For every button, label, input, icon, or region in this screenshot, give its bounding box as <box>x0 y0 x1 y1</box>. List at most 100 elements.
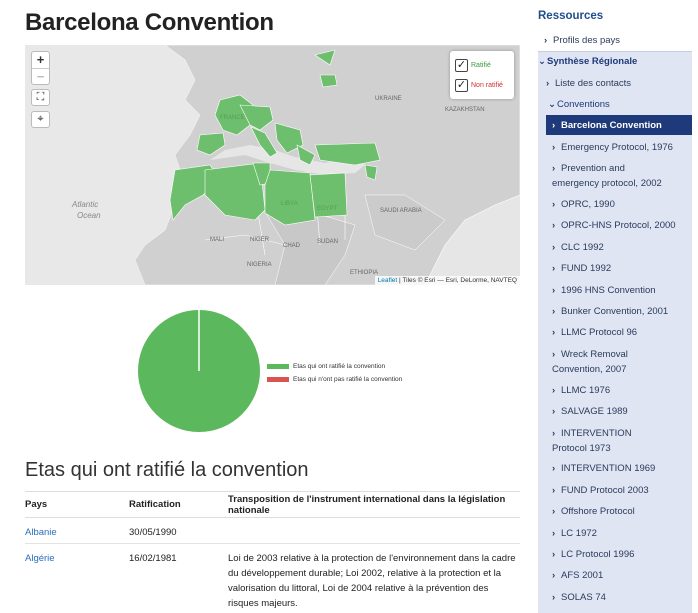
country-link[interactable]: Albanie <box>25 527 57 538</box>
sidebar-item-bunker-convention-2001[interactable]: › Bunker Convention, 2001 <box>552 304 692 319</box>
sidebar-item-fund-protocol-2003[interactable]: › FUND Protocol 2003 <box>552 483 692 498</box>
sidebar-item-liste-des-contacts[interactable]: › Liste des contacts <box>546 76 686 91</box>
fullscreen-button[interactable]: ⛶ <box>31 89 50 106</box>
zoom-in-button[interactable]: + <box>36 52 45 67</box>
sidebar-item-prevention-and-emergency-protocol-2002[interactable]: › Prevention and emergency protocol, 2002 <box>552 161 672 191</box>
sidebar-item-label: LLMC Protocol 96 <box>561 327 638 338</box>
map-label-saudi: SAUDI ARABIA <box>380 208 422 214</box>
chevron-right-icon: › <box>552 528 556 539</box>
sidebar-item-llmc-protocol-96[interactable]: › LLMC Protocol 96 <box>552 325 692 340</box>
sidebar-item-barcelona-convention[interactable]: › Barcelona Convention <box>552 118 692 133</box>
chevron-right-icon: › <box>546 78 550 89</box>
chevron-down-icon: ⌄ <box>538 56 546 67</box>
legend-ratified-label: Ratifié <box>471 61 491 69</box>
ratification-date: 16/02/1981 <box>129 543 228 613</box>
ratified-countries[interactable] <box>169 49 381 226</box>
table-row: Albanie 30/05/1990 <box>25 517 520 544</box>
chevron-right-icon: › <box>552 570 556 581</box>
map[interactable]: Atlantic Ocean KAZAKHSTAN SAUDI ARABIA M… <box>25 45 520 285</box>
map-label-sudan: SUDAN <box>317 239 338 245</box>
chevron-right-icon: › <box>552 285 556 296</box>
pie-legend-label-ratified: Etas qui ont ratifié la convention <box>293 362 386 370</box>
pie-legend-swatch-ratified <box>267 363 289 369</box>
zoom-out-button[interactable]: − <box>32 68 49 84</box>
sidebar-item-conventions[interactable]: ⌄Conventions <box>548 97 688 112</box>
legend-item-not-ratified[interactable]: ✓ Non ratifié <box>455 75 509 95</box>
sidebar-item-intervention-protocol-1973[interactable]: › INTERVENTION Protocol 1973 <box>552 426 662 456</box>
chevron-right-icon: › <box>552 485 556 496</box>
sidebar-item-label: Profils des pays <box>553 35 621 46</box>
chevron-right-icon: › <box>552 327 556 338</box>
map-label-france: FRANCE <box>220 115 245 121</box>
sidebar-item-label: Barcelona Convention <box>561 120 662 131</box>
sidebar-item-salvage-1989[interactable]: › SALVAGE 1989 <box>552 404 692 419</box>
sidebar-item-oprc-hns-protocol-2000[interactable]: › OPRC-HNS Protocol, 2000 <box>552 218 692 233</box>
sidebar-divider <box>538 51 692 52</box>
map-label-kazakhstan: KAZAKHSTAN <box>445 107 485 113</box>
chevron-right-icon: › <box>552 263 556 274</box>
sidebar-item-label: Emergency Protocol, 1976 <box>561 142 673 153</box>
table-row: Algérie 16/02/1981 Loi de 2003 relative … <box>25 543 520 613</box>
sidebar-item-solas-74[interactable]: › SOLAS 74 <box>552 590 692 605</box>
legend-not-ratified-label: Non ratifié <box>471 81 503 89</box>
sidebar-item-label: SALVAGE 1989 <box>561 406 628 417</box>
sidebar-item-1996-hns-convention[interactable]: › 1996 HNS Convention <box>552 283 692 298</box>
transposition-text: Loi de 2003 relative à la protection de … <box>228 543 520 613</box>
chevron-down-icon: ⌄ <box>548 99 556 110</box>
map-label-ocean2: Ocean <box>77 211 101 220</box>
chevron-right-icon: › <box>552 349 556 360</box>
locate-button[interactable]: ⌖ <box>31 111 50 128</box>
sidebar-item-clc-1992[interactable]: › CLC 1992 <box>552 240 692 255</box>
legend-item-ratified[interactable]: ✓ Ratifié <box>455 55 509 75</box>
sidebar-item-synth-se-r-gionale[interactable]: ⌄Synthèse Régionale <box>538 54 678 69</box>
pie-legend: Etas qui ont ratifié la convention Etas … <box>267 360 402 386</box>
sidebar-item-label: Synthèse Régionale <box>547 56 638 67</box>
map-canvas[interactable]: Atlantic Ocean KAZAKHSTAN SAUDI ARABIA M… <box>25 45 520 285</box>
sidebar-item-label: LC Protocol 1996 <box>561 549 635 560</box>
country-link[interactable]: Algérie <box>25 553 55 564</box>
sidebar-item-wreck-removal-convention-2007[interactable]: › Wreck Removal Convention, 2007 <box>552 347 677 377</box>
page-title: Barcelona Convention <box>25 9 274 36</box>
sidebar-item-label: LLMC 1976 <box>561 385 611 396</box>
legend-not-ratified-checkbox[interactable]: ✓ <box>455 78 468 92</box>
pie-legend-swatch-not-ratified <box>267 376 289 382</box>
section-title: Etas qui ont ratifié la convention <box>25 459 309 481</box>
table-header-row: Pays Ratification Transposition de l'ins… <box>25 491 520 518</box>
chevron-right-icon: › <box>552 428 556 439</box>
sidebar-item-oprc-1990[interactable]: › OPRC, 1990 <box>552 197 692 212</box>
sidebar-item-label: AFS 2001 <box>561 570 604 581</box>
sidebar-item-afs-2001[interactable]: › AFS 2001 <box>552 568 692 583</box>
sidebar-item-label: Conventions <box>557 99 610 110</box>
chevron-right-icon: › <box>552 220 556 231</box>
sidebar-item-label: OPRC-HNS Protocol, 2000 <box>561 220 676 231</box>
sidebar-item-llmc-1976[interactable]: › LLMC 1976 <box>552 383 692 398</box>
chevron-right-icon: › <box>544 35 548 46</box>
chevron-right-icon: › <box>552 120 556 131</box>
transposition-text <box>228 517 520 544</box>
sidebar-item-offshore-protocol[interactable]: › Offshore Protocol <box>552 504 692 519</box>
sidebar-item-label: Offshore Protocol <box>561 506 635 517</box>
column-header-ratification: Ratification <box>129 491 228 518</box>
sidebar-item-label: INTERVENTION Protocol 1973 <box>552 428 632 454</box>
sidebar-item-fund-1992[interactable]: › FUND 1992 <box>552 261 692 276</box>
sidebar-item-intervention-1969[interactable]: › INTERVENTION 1969 <box>552 461 692 476</box>
pie-legend-item-not-ratified: Etas qui n'ont pas ratifié la convention <box>267 373 402 385</box>
locate-icon: ⌖ <box>37 113 44 125</box>
sidebar-item-emergency-protocol-1976[interactable]: › Emergency Protocol, 1976 <box>552 140 692 155</box>
legend-ratified-checkbox[interactable]: ✓ <box>455 58 468 72</box>
sidebar-item-profils-des-pays[interactable]: › Profils des pays <box>544 33 684 48</box>
sidebar-item-lc-protocol-1996[interactable]: › LC Protocol 1996 <box>552 547 692 562</box>
leaflet-link[interactable]: Leaflet <box>377 277 398 284</box>
map-attribution: Leaflet | Tiles © Esri — Esri, DeLorme, … <box>374 276 520 285</box>
zoom-control: + − <box>31 51 50 85</box>
sidebar-top-band <box>538 29 692 51</box>
pie-legend-item-ratified: Etas qui ont ratifié la convention <box>267 360 402 372</box>
sidebar-item-label: CLC 1992 <box>561 242 604 253</box>
sidebar-item-lc-1972[interactable]: › LC 1972 <box>552 526 692 541</box>
sidebar-item-label: Bunker Convention, 2001 <box>561 306 669 317</box>
ratification-table: Pays Ratification Transposition de l'ins… <box>25 491 520 613</box>
sidebar-item-label: OPRC, 1990 <box>561 199 615 210</box>
map-label-libya: LIBYA <box>281 201 298 207</box>
attribution-text: | Tiles © Esri — Esri, DeLorme, NAVTEQ <box>397 277 517 284</box>
chevron-right-icon: › <box>552 242 556 253</box>
